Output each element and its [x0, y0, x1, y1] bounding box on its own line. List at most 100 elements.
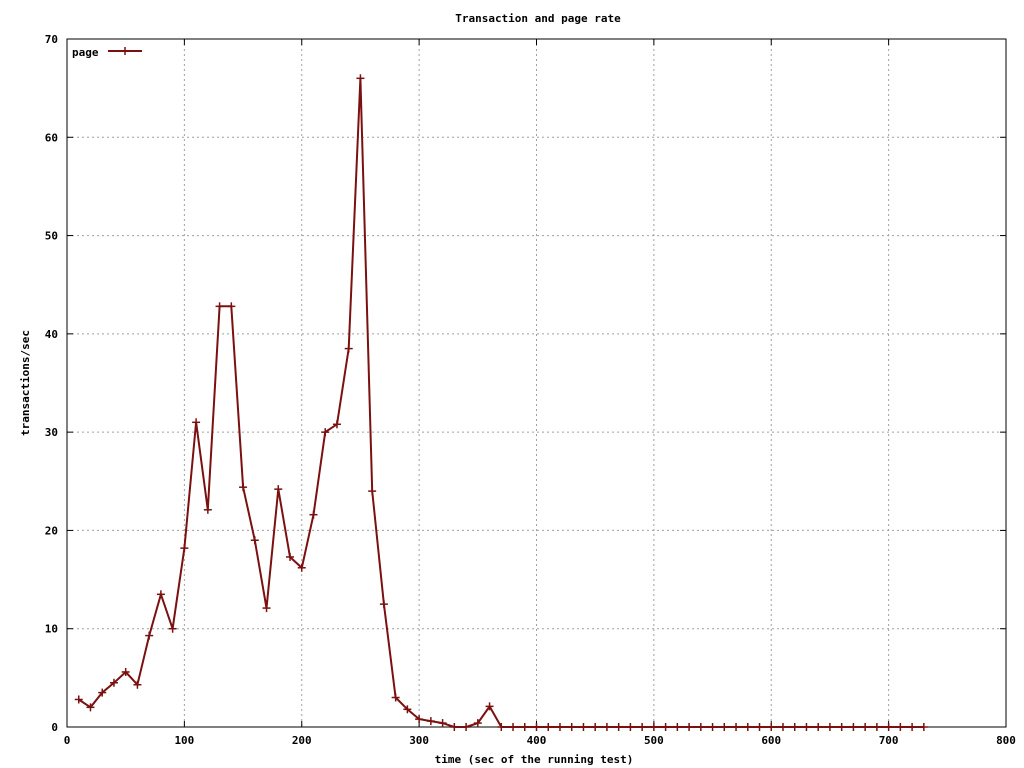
legend: page	[72, 46, 142, 59]
data-point	[415, 715, 424, 724]
data-point	[156, 590, 165, 599]
chart-title: Transaction and page rate	[455, 12, 621, 25]
data-point	[802, 723, 811, 731]
data-point	[180, 544, 189, 553]
data-point	[485, 702, 494, 711]
data-point	[286, 552, 295, 561]
data-point	[743, 723, 752, 731]
data-point	[837, 723, 846, 731]
data-point	[555, 723, 564, 731]
data-point	[391, 693, 400, 702]
data-point	[344, 344, 353, 353]
data-point	[74, 695, 83, 704]
x-tick-label: 300	[409, 734, 429, 747]
y-tick-label: 10	[45, 623, 58, 636]
x-tick-label: 100	[174, 734, 194, 747]
data-point	[192, 418, 201, 427]
data-point	[579, 723, 588, 731]
x-axis-label: time (sec of the running test)	[435, 753, 634, 766]
data-point	[227, 302, 236, 311]
y-tick-label: 40	[45, 328, 58, 341]
data-point	[203, 505, 212, 514]
data-point	[368, 487, 377, 496]
y-tick-label: 30	[45, 426, 58, 439]
data-point	[250, 536, 259, 545]
series-line-page	[78, 78, 924, 728]
data-point	[450, 723, 459, 731]
data-point	[673, 723, 682, 731]
y-tick-label: 60	[45, 131, 58, 144]
data-point	[98, 688, 107, 697]
x-tick-label: 700	[879, 734, 899, 747]
data-point	[473, 719, 482, 728]
x-tick-label: 400	[527, 734, 547, 747]
data-point	[567, 723, 576, 731]
data-point	[872, 723, 881, 731]
data-point	[638, 723, 647, 731]
data-point	[438, 719, 447, 728]
data-point	[239, 483, 248, 492]
x-tick-label: 200	[292, 734, 312, 747]
data-point	[814, 723, 823, 731]
data-point	[520, 723, 529, 731]
data-point	[685, 723, 694, 731]
y-tick-label: 0	[51, 721, 58, 734]
data-point	[86, 703, 95, 712]
data-point	[133, 680, 142, 689]
data-point	[274, 485, 283, 494]
data-point	[696, 723, 705, 731]
data-point	[262, 604, 271, 613]
x-tick-label: 500	[644, 734, 664, 747]
data-point	[332, 420, 341, 429]
data-point	[861, 723, 870, 731]
x-tick-label: 800	[996, 734, 1016, 747]
data-point	[321, 428, 330, 437]
data-point	[403, 705, 412, 714]
data-point	[426, 717, 435, 726]
grid	[67, 39, 1006, 727]
data-point	[755, 723, 764, 731]
data-point	[462, 723, 471, 731]
data-point	[121, 667, 130, 676]
y-axis-label: transactions/sec	[19, 330, 32, 436]
data-point	[919, 723, 928, 731]
data-point	[614, 723, 623, 731]
data-point	[532, 723, 541, 731]
data-point	[379, 600, 388, 609]
data-point	[309, 510, 318, 519]
data-point	[708, 723, 717, 731]
data-point	[884, 723, 893, 731]
data-point	[767, 723, 776, 731]
data-point	[168, 624, 177, 633]
plot-frame	[66, 38, 1007, 728]
data-point	[145, 631, 154, 640]
data-point	[790, 723, 799, 731]
data-point	[825, 723, 834, 731]
series-layer	[74, 74, 928, 731]
data-point	[602, 723, 611, 731]
data-point	[778, 723, 787, 731]
x-tick-label: 0	[64, 734, 71, 747]
data-point	[591, 723, 600, 731]
y-tick-label: 70	[45, 33, 58, 46]
data-point	[215, 302, 224, 311]
axis-ticks: 0 100 200 300 400 500 600 700 800 0 10 20 30 40 50 60 70	[45, 33, 1016, 747]
data-point	[356, 74, 365, 83]
x-tick-label: 600	[761, 734, 781, 747]
data-point	[544, 723, 553, 731]
data-point	[497, 723, 506, 731]
data-point	[509, 723, 518, 731]
data-point	[896, 723, 905, 731]
data-point	[109, 678, 118, 687]
data-point	[732, 723, 741, 731]
data-point	[661, 723, 670, 731]
data-point	[626, 723, 635, 731]
y-tick-label: 20	[45, 524, 58, 537]
data-point	[297, 563, 306, 572]
data-point	[720, 723, 729, 731]
y-tick-label: 50	[45, 230, 58, 243]
data-point	[849, 723, 858, 731]
data-point	[649, 723, 658, 731]
legend-label: page	[72, 46, 99, 59]
